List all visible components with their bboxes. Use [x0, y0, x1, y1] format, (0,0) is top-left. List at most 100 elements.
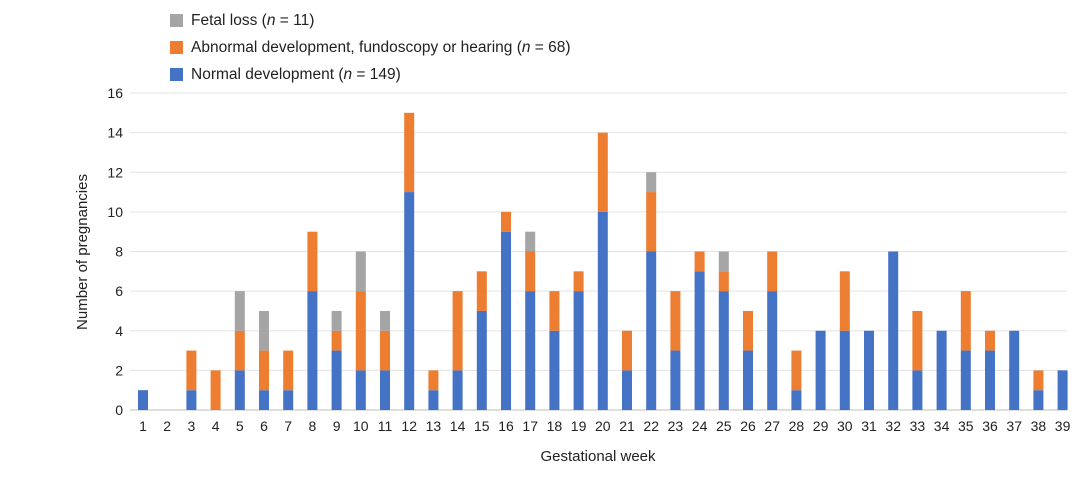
bar-fetal-loss: [331, 310, 342, 331]
y-tick-label: 10: [107, 204, 123, 220]
y-tick-label: 12: [107, 164, 123, 180]
x-tick-label: 25: [716, 418, 732, 434]
bar-normal-development: [888, 251, 899, 410]
bar-normal-development: [452, 370, 463, 410]
legend-swatch-fetal-loss: [170, 14, 183, 27]
x-tick-label: 8: [309, 418, 317, 434]
x-tick-label: 21: [619, 418, 635, 434]
bar-fetal-loss: [234, 291, 245, 331]
x-tick-label: 33: [910, 418, 926, 434]
legend-swatch-abnormal-development: [170, 41, 183, 54]
legend-label-fetal-loss: Fetal loss (n = 11): [191, 11, 315, 29]
x-tick-label: 35: [958, 418, 974, 434]
bar-normal-development: [186, 390, 197, 410]
bar-abnormal-development: [694, 251, 705, 272]
bar-abnormal-development: [452, 291, 463, 371]
x-tick-label: 1: [139, 418, 147, 434]
bar-abnormal-development: [259, 350, 269, 391]
x-tick-label: 6: [260, 418, 268, 434]
legend-item-normal-development[interactable]: Normal development (n = 149): [170, 61, 571, 88]
bar-normal-development: [815, 330, 826, 410]
bar-normal-development: [718, 291, 729, 410]
bar-normal-development: [1009, 330, 1020, 410]
bar-abnormal-development: [622, 330, 632, 371]
chart-legend: Fetal loss (n = 11) Abnormal development…: [170, 7, 571, 88]
x-tick-label: 34: [934, 418, 950, 434]
bar-normal-development: [283, 390, 294, 410]
bar-normal-development: [234, 370, 245, 410]
bars: [138, 112, 1068, 410]
x-tick-label: 39: [1055, 418, 1071, 434]
bar-fetal-loss: [646, 172, 657, 193]
x-tick-label: 31: [861, 418, 877, 434]
x-tick-label: 23: [668, 418, 684, 434]
bar-fetal-loss: [718, 251, 729, 272]
bar-abnormal-development: [985, 330, 995, 351]
x-axis-title: Gestational week: [540, 448, 656, 465]
bar-abnormal-development: [549, 291, 560, 331]
x-tick-label: 11: [378, 418, 393, 434]
legend-item-fetal-loss[interactable]: Fetal loss (n = 11): [170, 7, 571, 34]
bar-normal-development: [622, 370, 632, 410]
bar-abnormal-development: [186, 350, 197, 391]
x-axis: 1 2 3 4 5 6 7 8 9 10 11 12 13 14 15 16 17 18 19 20 21 22 23 24 2…: [139, 418, 1070, 434]
bar-normal-development: [138, 390, 148, 410]
bar-normal-development: [525, 291, 536, 410]
bar-abnormal-development: [912, 310, 923, 371]
bar-normal-development: [864, 330, 874, 410]
bar-abnormal-development: [210, 370, 221, 410]
bar-abnormal-development: [404, 112, 415, 193]
x-tick-label: 30: [837, 418, 853, 434]
bar-abnormal-development: [743, 310, 753, 351]
x-tick-label: 18: [547, 418, 563, 434]
x-tick-label: 16: [498, 418, 514, 434]
x-tick-label: 3: [188, 418, 196, 434]
bar-abnormal-development: [1033, 370, 1044, 391]
bar-normal-development: [985, 350, 995, 410]
x-tick-label: 17: [522, 418, 538, 434]
x-tick-label: 38: [1031, 418, 1047, 434]
bar-normal-development: [646, 251, 657, 410]
y-tick-label: 14: [107, 125, 123, 141]
bar-fetal-loss: [525, 231, 536, 252]
bar-fetal-loss: [259, 310, 269, 351]
bar-abnormal-development: [597, 132, 608, 212]
bar-normal-development: [549, 330, 560, 410]
y-tick-label: 4: [115, 323, 123, 339]
y-tick-label: 6: [115, 283, 123, 299]
bar-abnormal-development: [380, 330, 390, 371]
bar-abnormal-development: [234, 330, 245, 371]
bar-abnormal-development: [428, 370, 439, 391]
x-tick-label: 27: [764, 418, 780, 434]
bar-normal-development: [501, 231, 511, 410]
bar-abnormal-development: [476, 271, 487, 311]
bar-fetal-loss: [380, 310, 390, 331]
x-tick-label: 36: [982, 418, 998, 434]
bar-normal-development: [1057, 370, 1068, 410]
legend-label-abnormal-development: Abnormal development, fundoscopy or hear…: [191, 38, 571, 56]
bar-abnormal-development: [355, 291, 366, 371]
x-tick-label: 15: [474, 418, 490, 434]
bar-normal-development: [791, 390, 802, 410]
x-tick-label: 24: [692, 418, 708, 434]
bar-abnormal-development: [718, 271, 729, 292]
bar-normal-development: [912, 370, 923, 410]
bar-normal-development: [259, 390, 269, 410]
bar-abnormal-development: [501, 211, 511, 232]
bar-normal-development: [960, 350, 971, 410]
x-tick-label: 9: [333, 418, 341, 434]
x-tick-label: 14: [450, 418, 466, 434]
bar-abnormal-development: [307, 231, 318, 292]
x-tick-label: 37: [1006, 418, 1022, 434]
x-tick-label: 28: [789, 418, 805, 434]
bar-normal-development: [573, 291, 584, 410]
x-tick-label: 32: [885, 418, 901, 434]
x-tick-label: 10: [353, 418, 369, 434]
y-tick-label: 2: [115, 362, 123, 378]
y-tick-label: 8: [115, 244, 123, 260]
bar-abnormal-development: [283, 350, 294, 391]
x-tick-label: 5: [236, 418, 244, 434]
legend-item-abnormal-development[interactable]: Abnormal development, fundoscopy or hear…: [170, 34, 571, 61]
bar-abnormal-development: [573, 271, 584, 292]
